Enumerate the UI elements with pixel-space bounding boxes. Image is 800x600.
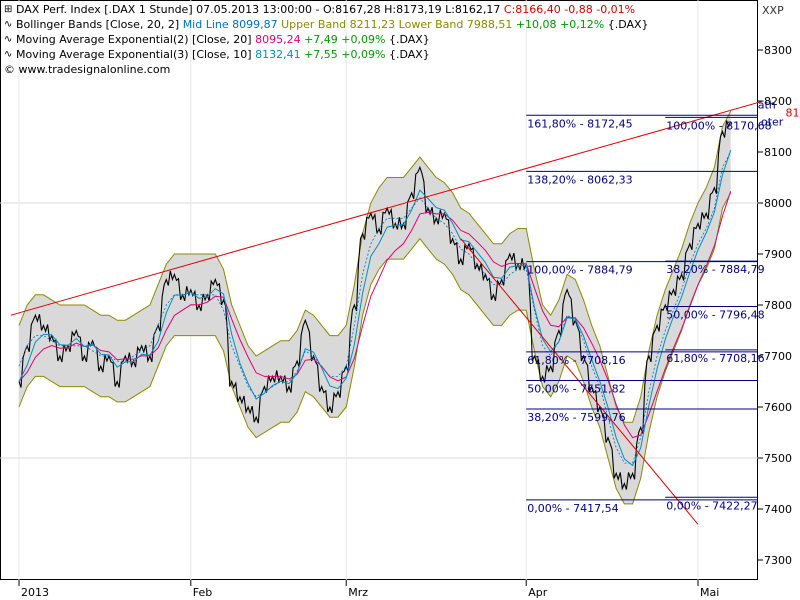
legend-copyright: © www.tradesignalonline.com bbox=[4, 63, 171, 76]
fib-level-label: 161,80% - 8172,45 bbox=[527, 117, 632, 130]
chart-annotation: oter bbox=[761, 115, 784, 128]
fib-level-label: 38,20% - 7884,79 bbox=[666, 263, 764, 276]
fib-level-label: 100,00% - 7884,79 bbox=[527, 264, 632, 277]
trendline-lower bbox=[460, 238, 699, 525]
fib-level-label: 100,00% - 8170,68 bbox=[666, 119, 771, 132]
x-tick-label: Apr bbox=[528, 586, 548, 599]
fib-level-label: 61,80% - 7708,16 bbox=[527, 354, 625, 367]
indicator-icon: ∿ bbox=[4, 19, 13, 30]
fib-level-label: 0,00% - 7417,54 bbox=[527, 502, 618, 515]
x-tick-label: 2013 bbox=[21, 586, 49, 599]
indicator-icon: ∿ bbox=[4, 49, 13, 60]
legend-ema-10: ∿ Moving Average Exponential(3) [Close, … bbox=[4, 48, 430, 61]
chart-annotation: 8198,33 bbox=[786, 106, 800, 119]
fib-level-label: 0,00% - 7422,27 bbox=[666, 499, 757, 512]
fib-level-label: 61,80% - 7708,16 bbox=[666, 352, 764, 365]
indicator-icon: ∿ bbox=[4, 34, 13, 45]
trendline-upper bbox=[10, 100, 764, 316]
ema-10-line bbox=[18, 150, 732, 467]
y-tick-label: 8000 bbox=[764, 197, 792, 210]
x-tick-label: Mai bbox=[700, 586, 719, 599]
legend-ema-20: ∿ Moving Average Exponential(2) [Close, … bbox=[4, 33, 430, 46]
y-tick-label: 8200 bbox=[764, 95, 792, 108]
y-tick-label: 8100 bbox=[764, 146, 792, 159]
legend-instrument: ⊞ DAX Perf. Index [.DAX 1 Stunde] 07.05.… bbox=[4, 3, 636, 16]
y-axis-unit: XXP bbox=[762, 4, 784, 17]
bollinger-lower-band bbox=[18, 192, 732, 505]
plot-frame bbox=[0, 0, 758, 580]
fib-level-label: 50,00% - 7651,82 bbox=[527, 382, 625, 395]
chart-annotation: ath bbox=[758, 99, 776, 112]
bollinger-mid-line bbox=[18, 151, 732, 464]
y-tick-label: 7700 bbox=[764, 350, 792, 363]
x-tick-label: Feb bbox=[193, 586, 212, 599]
chart-type-icon: ⊞ bbox=[4, 4, 13, 15]
fib-level-label: 38,20% - 7599,76 bbox=[527, 411, 625, 424]
y-tick-label: 7900 bbox=[764, 248, 792, 261]
y-tick-label: 7800 bbox=[764, 299, 792, 312]
price-line bbox=[18, 120, 732, 491]
y-tick-label: 7500 bbox=[764, 452, 792, 465]
y-tick-label: 7600 bbox=[764, 401, 792, 414]
y-tick-label: 7300 bbox=[764, 554, 792, 567]
fib-level-label: 50,00% - 7796,48 bbox=[666, 309, 764, 322]
legend-bollinger: ∿ Bollinger Bands [Close, 20, 2] Mid Lin… bbox=[4, 18, 649, 31]
chart-legend: ⊞ DAX Perf. Index [.DAX 1 Stunde] 07.05.… bbox=[4, 2, 649, 77]
y-tick-label: 8300 bbox=[764, 44, 792, 57]
y-tick-label: 7400 bbox=[764, 503, 792, 516]
fib-level-label: 138,20% - 8062,33 bbox=[527, 173, 632, 186]
x-tick-label: Mrz bbox=[348, 586, 368, 599]
